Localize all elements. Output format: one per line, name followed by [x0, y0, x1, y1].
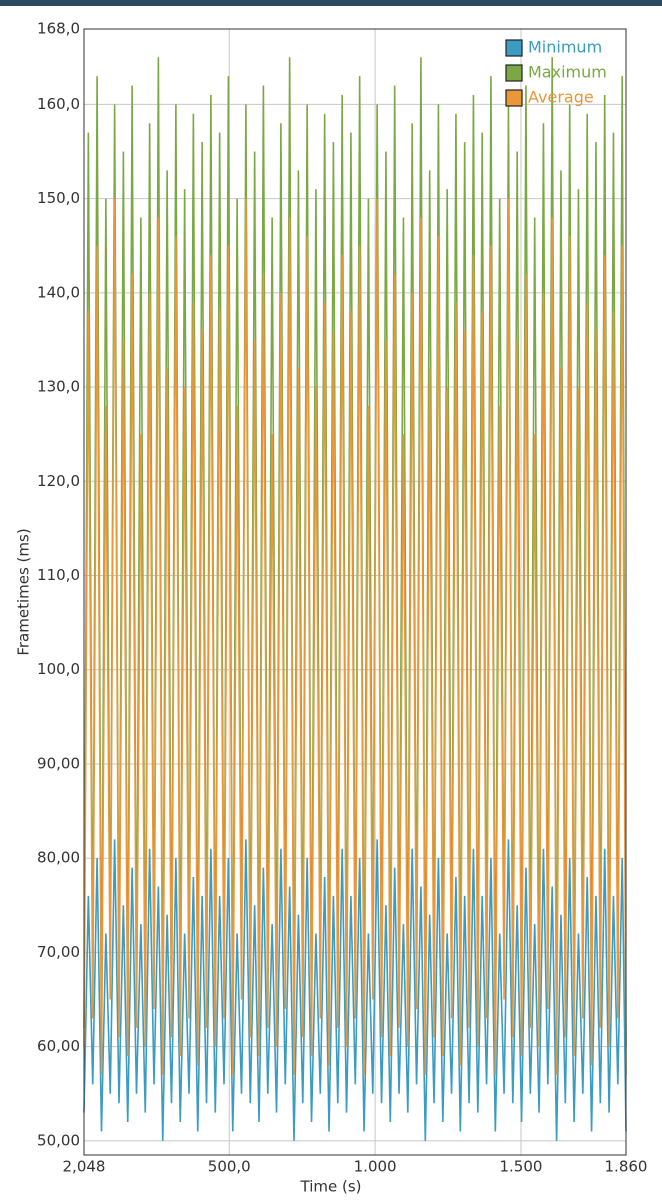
legend-label: Average: [528, 88, 594, 107]
y-tick-label: 80,00: [37, 849, 80, 867]
plot-frame: [83, 28, 627, 1156]
header-bar: [0, 0, 662, 6]
x-axis-label: Time (s): [300, 1178, 362, 1196]
x-tick-label: 500,0: [208, 1158, 251, 1176]
y-axis-label: Frametimes (ms): [15, 528, 33, 655]
legend-label: Minimum: [528, 38, 602, 57]
y-tick-label: 150,0: [37, 189, 80, 207]
y-tick-label: 120,0: [37, 472, 80, 490]
y-tick-label: 50,00: [37, 1131, 80, 1149]
labels: 50,00 60,00 70,00 80,00 90,00 100,0 110,0 120,0…: [37, 20, 647, 1176]
y-tick-label: 168,0: [37, 20, 80, 38]
x-tick-label: 1.860: [605, 1158, 648, 1176]
y-tick-label: 160,0: [37, 95, 80, 113]
legend-swatch: [505, 64, 523, 82]
y-tick-label: 90,00: [37, 754, 80, 772]
legend: Minimum Maximum Average: [505, 38, 607, 107]
y-tick-label: 60,00: [37, 1037, 80, 1055]
y-tick-label: 140,0: [37, 283, 80, 301]
series-line: [83, 839, 627, 1141]
legend-swatch: [505, 89, 523, 107]
x-tick-label: 2,048: [63, 1158, 106, 1176]
lines: [83, 57, 627, 1141]
y-tick-label: 130,0: [37, 378, 80, 396]
legend-label: Maximum: [528, 63, 607, 82]
y-tick-label: 70,00: [37, 943, 80, 961]
x-tick-label: 1.000: [354, 1158, 397, 1176]
series-line: [83, 198, 627, 1075]
legend-swatch: [505, 39, 523, 57]
y-tick-label: 100,0: [37, 660, 80, 678]
y-tick-label: 110,0: [37, 566, 80, 584]
x-tick-label: 1.500: [500, 1158, 543, 1176]
